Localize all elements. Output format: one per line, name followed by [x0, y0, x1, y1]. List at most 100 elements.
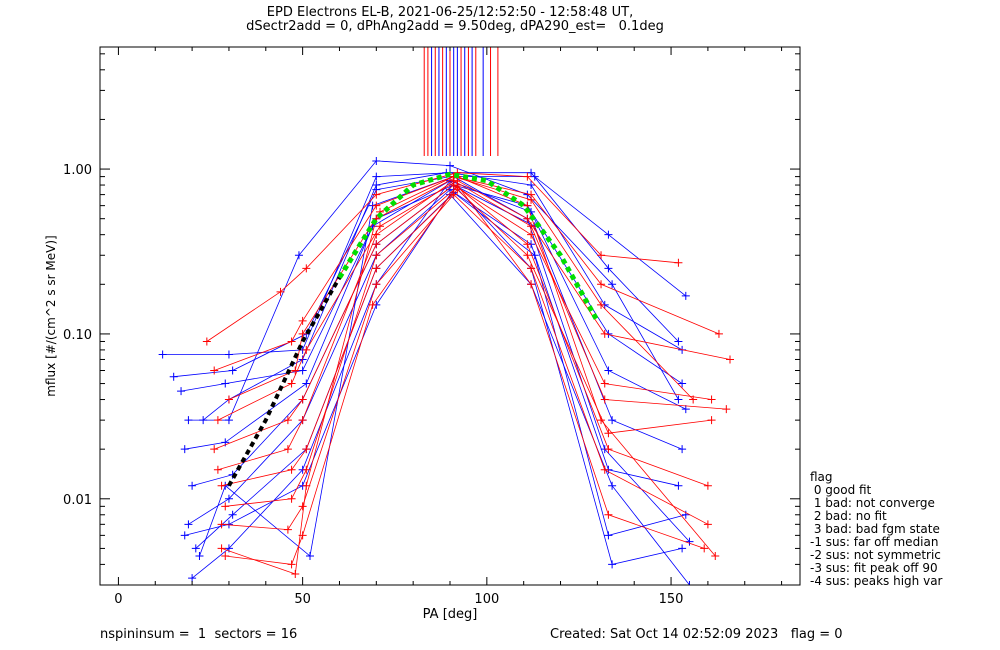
data-point: [376, 222, 384, 231]
data-point: [372, 190, 381, 199]
x-tick-label: 150: [659, 592, 684, 607]
data-point: [199, 416, 208, 425]
data-point: [195, 551, 204, 560]
series-line: [188, 160, 679, 421]
data-point: [446, 161, 454, 170]
data-point: [291, 366, 300, 375]
data-point: [604, 510, 613, 519]
series-line: [214, 184, 712, 450]
data-point: [678, 445, 687, 454]
y-axis-label: mflux [#/(cm^2 s sr MeV)]: [44, 235, 58, 396]
data-point: [302, 345, 311, 354]
data-point: [287, 494, 296, 503]
series-line: [221, 194, 709, 531]
data-point: [372, 201, 381, 210]
data-point: [711, 551, 720, 560]
data-point: [608, 560, 617, 569]
series-line: [162, 172, 683, 355]
y-tick-label: 0.01: [63, 493, 92, 508]
data-point: [453, 182, 462, 191]
data-point: [302, 445, 311, 454]
data-point: [372, 156, 381, 165]
data-point: [188, 574, 197, 583]
data-point: [224, 350, 233, 359]
legend-item: 0 good fit: [810, 483, 872, 497]
data-point: [681, 510, 690, 519]
data-point: [527, 280, 536, 289]
data-point: [527, 230, 536, 239]
data-point: [372, 280, 381, 289]
legend-item: -4 sus: peaks high var: [810, 574, 943, 588]
x-tick-label: 100: [474, 592, 499, 607]
data-point: [294, 251, 303, 260]
legend-item: 1 bad: not converge: [810, 496, 935, 510]
data-point: [217, 544, 226, 553]
series-line: [221, 189, 712, 487]
data-point: [604, 366, 613, 375]
data-point: [221, 551, 230, 560]
data-point: [523, 172, 532, 181]
data-point: [527, 222, 536, 231]
data-point: [221, 379, 230, 388]
data-point: [372, 230, 381, 239]
fit-curve-black: [227, 276, 342, 487]
legend-title: flag: [810, 470, 833, 484]
series-line: [225, 186, 709, 507]
data-point: [527, 264, 536, 273]
footer-created: Created: Sat Oct 14 02:52:09 2023 flag =…: [550, 627, 843, 642]
data-point: [604, 429, 613, 438]
data-point: [302, 379, 311, 388]
data-point: [287, 337, 296, 346]
data-point: [523, 251, 532, 260]
data-point: [674, 258, 683, 267]
data-point: [527, 168, 536, 177]
data-point: [600, 465, 609, 474]
data-point: [169, 372, 178, 381]
data-point: [306, 551, 314, 560]
data-point: [597, 280, 606, 289]
data-point: [523, 214, 532, 223]
data-point: [608, 280, 617, 289]
data-point: [372, 240, 381, 249]
data-point: [287, 560, 296, 569]
data-point: [298, 366, 307, 375]
data-point: [678, 544, 687, 553]
data-point: [674, 395, 683, 404]
data-point: [217, 520, 226, 529]
series-line: [199, 176, 690, 557]
series-line: [188, 189, 679, 525]
data-point: [604, 445, 613, 454]
data-point: [224, 395, 233, 404]
data-point: [217, 481, 226, 490]
series-line: [214, 176, 720, 371]
data-point: [707, 395, 716, 404]
data-point: [210, 445, 219, 454]
data-point: [372, 172, 381, 181]
data-point: [700, 544, 709, 553]
data-point: [726, 355, 734, 364]
series-line: [225, 184, 705, 565]
data-point: [527, 195, 536, 204]
data-point: [703, 520, 712, 529]
series-line: [181, 184, 683, 392]
data-point: [298, 416, 307, 425]
data-point: [302, 264, 311, 273]
data-point: [600, 329, 609, 338]
series-line: [228, 176, 694, 400]
x-tick-label: 50: [294, 592, 311, 607]
series-line: [202, 172, 679, 421]
legend-item: -3 sus: fit peak off 90: [810, 561, 938, 575]
series-line: [206, 172, 679, 342]
data-point: [191, 544, 200, 553]
data-point: [368, 300, 377, 309]
data-point: [287, 465, 296, 474]
data-point: [608, 416, 617, 425]
data-point: [674, 481, 683, 490]
data-point: [678, 379, 687, 388]
data-point: [685, 537, 694, 546]
data-point: [180, 531, 189, 540]
data-point: [283, 525, 292, 534]
legend-item: -2 sus: not symmetric: [810, 548, 941, 562]
data-point: [228, 366, 237, 375]
